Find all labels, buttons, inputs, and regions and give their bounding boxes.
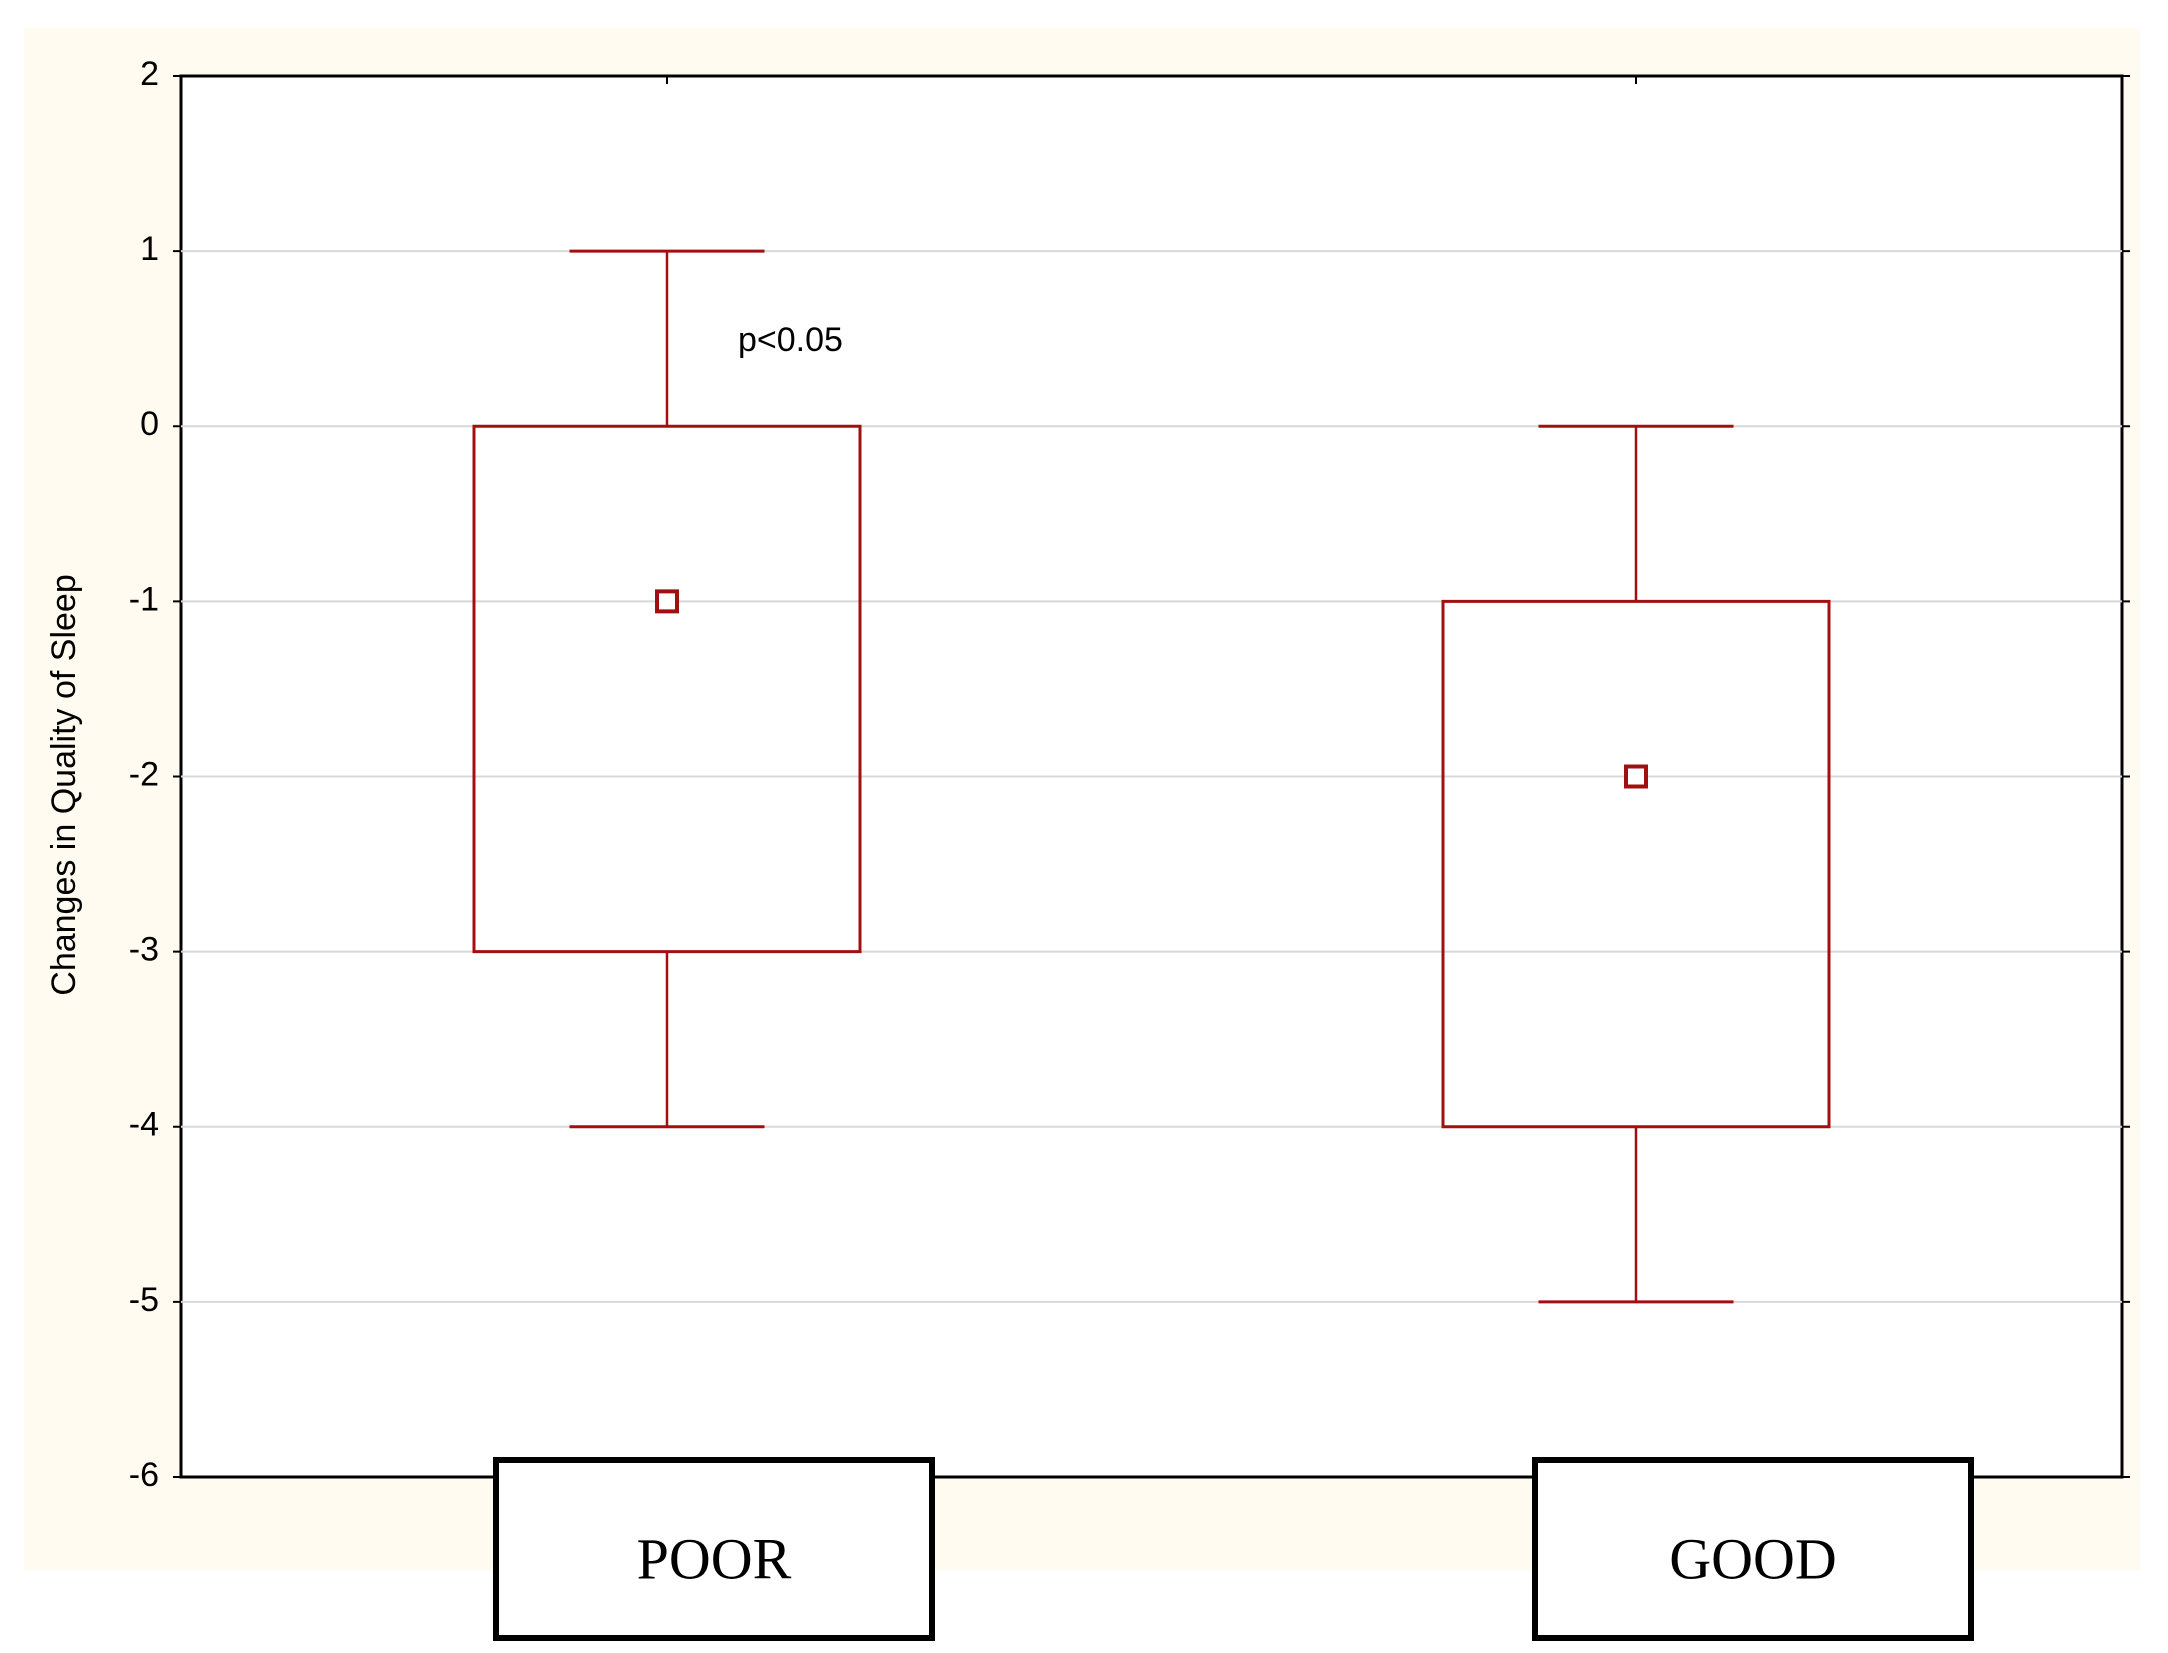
category-label-box <box>1532 1457 1974 1641</box>
box <box>472 424 862 954</box>
y-tick-label: -5 <box>129 1281 159 1319</box>
y-axis-label: Changes in Quality of Sleep <box>45 574 83 995</box>
y-tick-label: 0 <box>140 405 159 443</box>
y-tick-label: -3 <box>129 931 159 969</box>
category-label-box <box>493 1457 935 1641</box>
y-tick-label: -6 <box>129 1456 159 1494</box>
x-tick-label: POOR <box>637 1526 792 1591</box>
median-marker <box>1624 764 1648 789</box>
box <box>1441 599 1831 1129</box>
y-tick-label: -1 <box>129 580 159 618</box>
y-tick-label: 1 <box>140 230 159 268</box>
x-tick-label: GOOD <box>1669 1526 1837 1591</box>
y-tick-label: 2 <box>140 55 159 93</box>
y-tick-label: -2 <box>129 755 159 793</box>
median-marker <box>655 589 679 614</box>
annotation: p<0.05 <box>738 321 843 359</box>
y-tick-label: -4 <box>129 1106 159 1144</box>
